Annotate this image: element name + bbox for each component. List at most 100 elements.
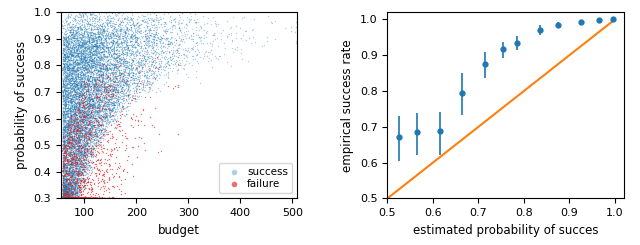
success bbox=[72, 185, 82, 189]
success bbox=[71, 80, 81, 84]
success bbox=[109, 50, 119, 54]
failure bbox=[66, 191, 76, 195]
failure bbox=[97, 196, 107, 200]
failure bbox=[90, 196, 100, 200]
success bbox=[69, 112, 79, 116]
success bbox=[65, 116, 76, 120]
failure bbox=[93, 158, 104, 162]
success bbox=[80, 55, 90, 59]
success bbox=[107, 63, 117, 67]
success bbox=[70, 44, 80, 48]
success bbox=[61, 186, 71, 190]
success bbox=[115, 83, 125, 86]
success bbox=[102, 114, 112, 118]
success bbox=[61, 196, 72, 200]
failure bbox=[58, 196, 68, 200]
success bbox=[67, 96, 77, 99]
success bbox=[79, 186, 89, 190]
success bbox=[67, 85, 77, 89]
success bbox=[108, 106, 118, 110]
success bbox=[92, 125, 102, 129]
failure bbox=[67, 196, 77, 200]
failure bbox=[74, 196, 84, 200]
success bbox=[76, 150, 86, 154]
failure bbox=[79, 123, 89, 127]
success bbox=[103, 54, 113, 58]
failure bbox=[77, 162, 87, 166]
success bbox=[118, 77, 128, 81]
failure bbox=[76, 196, 86, 200]
failure bbox=[67, 196, 77, 200]
success bbox=[84, 121, 94, 125]
success bbox=[62, 61, 72, 65]
success bbox=[166, 43, 177, 47]
success bbox=[61, 156, 72, 160]
success bbox=[79, 84, 90, 88]
success bbox=[78, 171, 88, 175]
success bbox=[66, 62, 76, 66]
success bbox=[76, 100, 86, 104]
success bbox=[86, 145, 96, 149]
success bbox=[92, 82, 102, 86]
success bbox=[68, 48, 79, 51]
success bbox=[79, 132, 90, 136]
success bbox=[84, 47, 94, 51]
success bbox=[74, 118, 84, 122]
failure bbox=[76, 196, 86, 200]
success bbox=[58, 131, 68, 135]
success bbox=[121, 42, 131, 46]
failure bbox=[72, 196, 83, 200]
success bbox=[67, 83, 77, 86]
success bbox=[63, 99, 73, 103]
success bbox=[70, 83, 80, 87]
success bbox=[61, 136, 72, 140]
success bbox=[70, 117, 81, 121]
failure bbox=[81, 103, 91, 107]
success bbox=[68, 157, 78, 161]
success bbox=[67, 155, 77, 159]
success bbox=[72, 92, 83, 96]
failure bbox=[63, 196, 73, 200]
success bbox=[72, 25, 82, 29]
success bbox=[77, 170, 87, 174]
success bbox=[148, 51, 159, 55]
success bbox=[61, 154, 72, 158]
success bbox=[76, 141, 86, 145]
success bbox=[78, 128, 88, 132]
success bbox=[150, 33, 161, 37]
success bbox=[76, 45, 86, 49]
success bbox=[76, 114, 86, 118]
success bbox=[84, 130, 95, 134]
success bbox=[64, 122, 74, 126]
success bbox=[66, 33, 76, 37]
success bbox=[58, 84, 68, 88]
failure bbox=[92, 149, 102, 153]
failure bbox=[66, 170, 76, 174]
success bbox=[66, 181, 76, 185]
success bbox=[61, 169, 71, 173]
success bbox=[127, 44, 137, 48]
success bbox=[84, 141, 94, 145]
success bbox=[74, 91, 84, 95]
success bbox=[60, 98, 70, 102]
failure bbox=[127, 117, 137, 121]
success bbox=[67, 40, 77, 44]
failure bbox=[83, 196, 93, 200]
success bbox=[68, 170, 79, 174]
failure bbox=[74, 196, 84, 200]
success bbox=[69, 138, 79, 142]
success bbox=[125, 40, 135, 44]
success bbox=[148, 28, 158, 32]
failure bbox=[61, 196, 72, 200]
success bbox=[117, 46, 127, 50]
success bbox=[130, 51, 140, 55]
success bbox=[62, 88, 72, 92]
success bbox=[61, 196, 71, 200]
failure bbox=[70, 191, 80, 195]
success bbox=[93, 48, 103, 52]
success bbox=[67, 48, 77, 52]
success bbox=[60, 196, 70, 200]
failure bbox=[59, 173, 69, 177]
failure bbox=[83, 196, 93, 200]
success bbox=[59, 196, 69, 200]
